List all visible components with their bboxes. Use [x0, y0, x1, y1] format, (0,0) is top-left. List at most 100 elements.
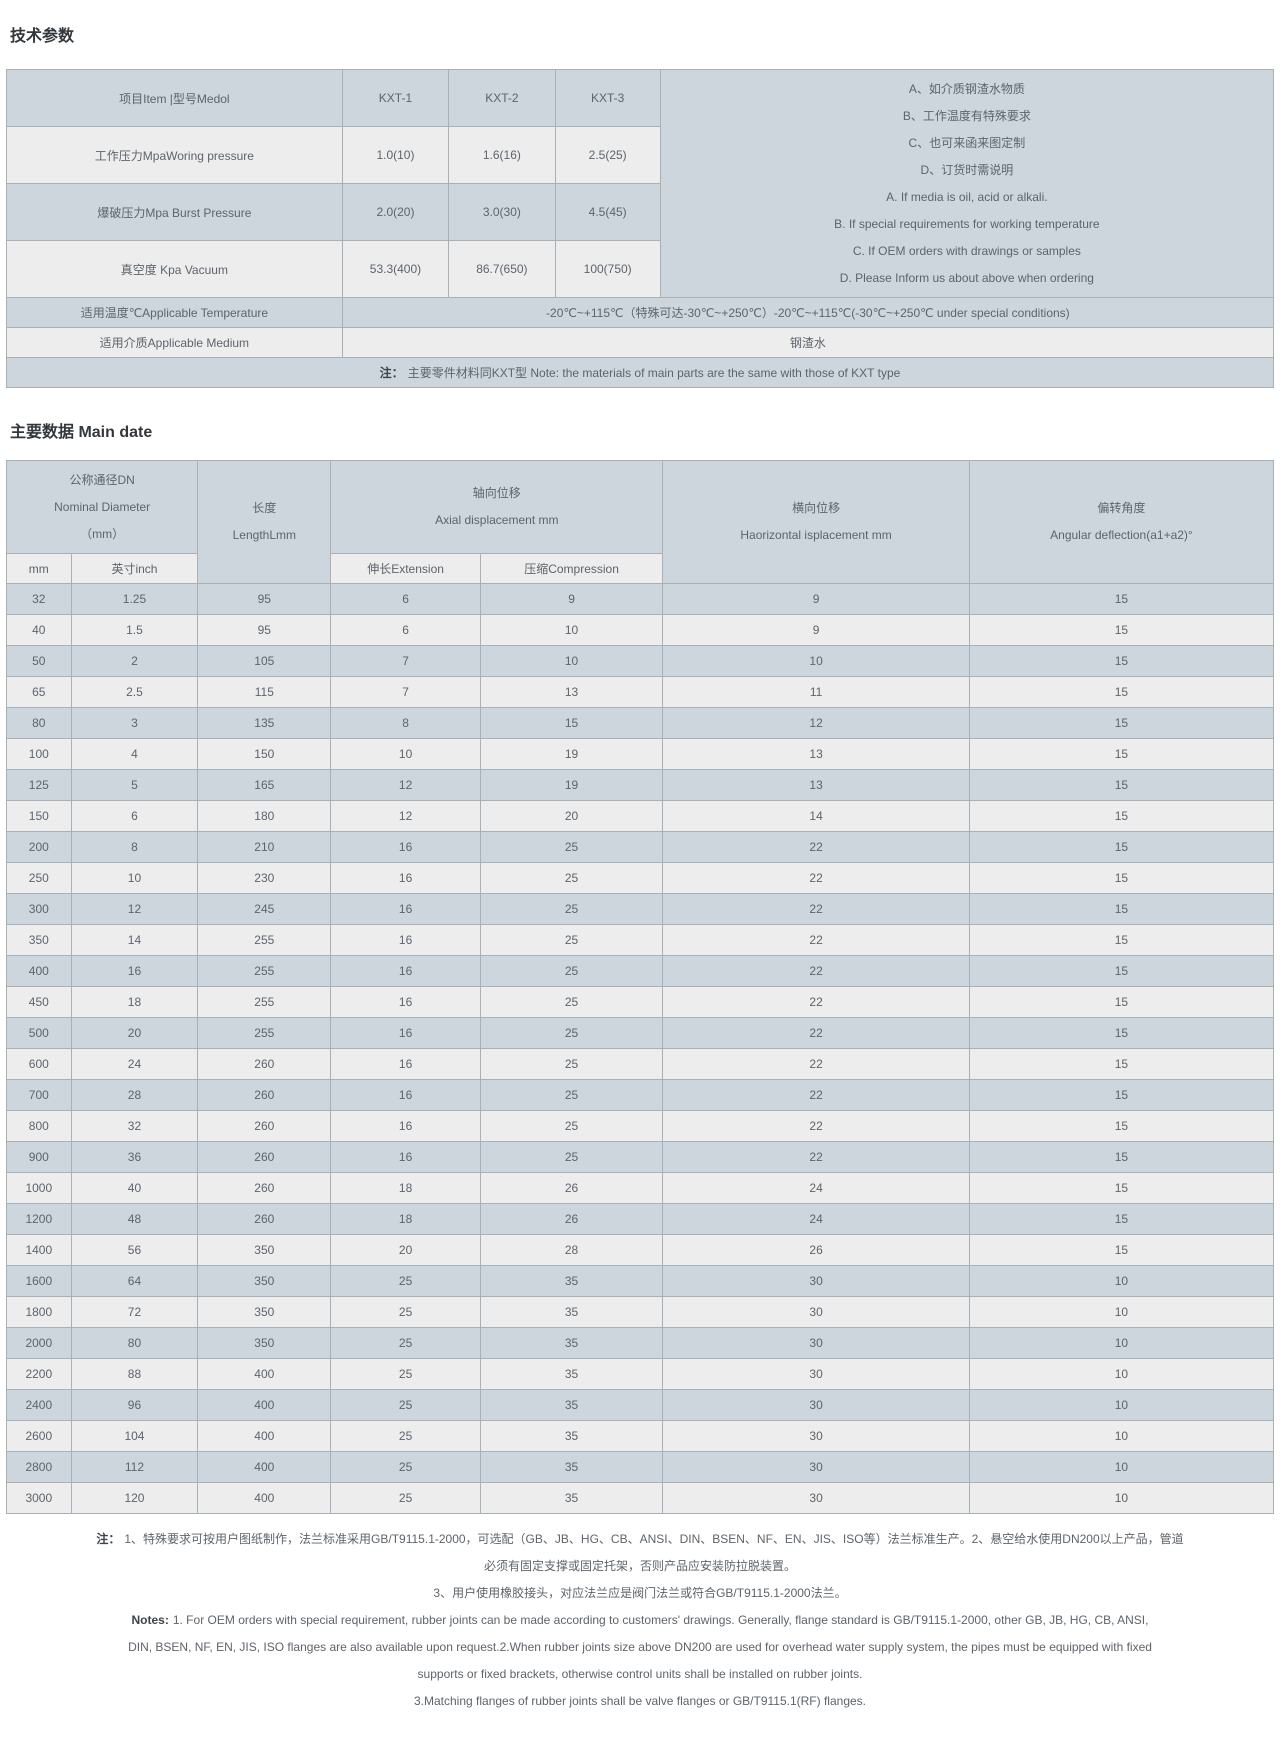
burst-pressure-kxt-3: 4.5(45) [554, 183, 661, 241]
data-cell: 15 [968, 769, 1275, 801]
ordering-remarks-cell: A、如介质钢渣水物质 B、工作温度有特殊要求 C、也可来函来图定制 D、订货时需… [659, 69, 1275, 298]
data-cell: 22 [662, 1110, 970, 1142]
data-row-dn-1200: 1200 48 260 18 26 24 15 [6, 1203, 1275, 1235]
data-cell: 19 [479, 738, 664, 770]
footnote-line-cn-3: 3、用户使用橡胶接头，对应法兰应是阀门法兰或符合GB/T9115.1-2000法… [433, 1586, 847, 1600]
data-cell: 28 [479, 1234, 664, 1266]
vacuum-label: 真空度 Kpa Vacuum [6, 240, 343, 298]
data-cell: 15 [968, 1203, 1275, 1235]
data-cell: 1000 [6, 1172, 72, 1204]
data-cell: 104 [70, 1420, 199, 1452]
data-cell: 15 [968, 862, 1275, 894]
remark-line: C、也可来函来图定制 [908, 135, 1026, 150]
data-row-dn-700: 700 28 260 16 25 22 15 [6, 1079, 1275, 1111]
data-cell: 135 [197, 707, 332, 739]
data-cell: 25 [479, 986, 664, 1018]
data-row-dn-1800: 1800 72 350 25 35 30 10 [6, 1296, 1275, 1328]
data-cell: 10 [662, 645, 970, 677]
footnote-line-en-1: Notes: 1. For OEM orders with special req… [6, 1607, 1274, 1634]
subheader-inch: 英寸inch [70, 553, 199, 584]
col-header-line: Angular deflection(a1+a2)° [1050, 528, 1193, 542]
data-cell: 350 [197, 1265, 332, 1297]
data-cell: 700 [6, 1079, 72, 1111]
data-cell: 10 [968, 1482, 1275, 1514]
data-cell: 16 [330, 862, 481, 894]
data-cell: 2800 [6, 1451, 72, 1483]
data-cell: 26 [479, 1203, 664, 1235]
data-cell: 22 [662, 1079, 970, 1111]
data-row-dn-65: 65 2.5 115 7 13 11 15 [6, 676, 1275, 708]
data-cell: 260 [197, 1110, 332, 1142]
data-cell: 15 [968, 1141, 1275, 1173]
applicable-temperature-value: -20℃~+115℃（特殊可达-30℃~+250℃）-20℃~+115℃(-30… [341, 297, 1275, 328]
data-cell: 25 [330, 1482, 481, 1514]
data-cell: 100 [6, 738, 72, 770]
data-cell: 50 [6, 645, 72, 677]
data-cell: 900 [6, 1141, 72, 1173]
data-cell: 150 [197, 738, 332, 770]
data-cell: 14 [70, 924, 199, 956]
data-cell: 15 [968, 800, 1275, 832]
data-cell: 24 [662, 1203, 970, 1235]
data-row-dn-1000: 1000 40 260 18 26 24 15 [6, 1172, 1275, 1204]
applicable-medium-row: 适用介质Applicable Medium 钢渣水 [6, 327, 1275, 358]
data-cell: 350 [6, 924, 72, 956]
data-cell: 3 [70, 707, 199, 739]
data-cell: 2.5 [70, 676, 199, 708]
data-cell: 15 [968, 583, 1275, 615]
col-header-angular-deflection: 偏转角度 Angular deflection(a1+a2)° [968, 460, 1275, 584]
footnote-en-prefix: Notes: [131, 1613, 169, 1627]
applicable-medium-label: 适用介质Applicable Medium [6, 327, 343, 358]
data-cell: 15 [968, 986, 1275, 1018]
main-table-head: 公称通径DN Nominal Diameter （mm） 长度 LengthLm… [5, 460, 1275, 584]
tech-note-text: 主要零件材料同KXT型 Note: the materials of main … [407, 366, 901, 380]
data-cell: 120 [70, 1482, 199, 1514]
data-cell: 260 [197, 1141, 332, 1173]
col-header-line: 长度 [252, 501, 277, 515]
col-header-line: 轴向位移 [472, 486, 521, 500]
data-row-dn-40: 40 1.5 95 6 10 9 15 [6, 614, 1275, 646]
data-cell: 180 [197, 800, 332, 832]
data-cell: 15 [968, 955, 1275, 987]
data-cell: 35 [479, 1296, 664, 1328]
data-cell: 25 [479, 893, 664, 925]
data-cell: 450 [6, 986, 72, 1018]
tech-header-kxt-1: KXT-1 [341, 69, 450, 127]
remark-line: B、工作温度有特殊要求 [902, 108, 1031, 123]
data-row-dn-250: 250 10 230 16 25 22 15 [6, 862, 1275, 894]
data-cell: 16 [330, 986, 481, 1018]
data-cell: 9 [662, 583, 970, 615]
data-cell: 6 [70, 800, 199, 832]
data-row-dn-32: 32 1.25 95 6 9 9 15 [6, 583, 1275, 615]
footnote-line-cn-2: 必须有固定支撑或固定托架，否则产品应安装防拉脱装置。 [483, 1559, 796, 1573]
data-row-dn-450: 450 18 255 16 25 22 15 [6, 986, 1275, 1018]
data-cell: 2600 [6, 1420, 72, 1452]
data-cell: 30 [662, 1482, 970, 1514]
data-cell: 19 [479, 769, 664, 801]
data-cell: 72 [70, 1296, 199, 1328]
data-cell: 95 [197, 583, 332, 615]
data-cell: 12 [662, 707, 970, 739]
data-cell: 40 [70, 1172, 199, 1204]
data-cell: 15 [968, 1017, 1275, 1049]
data-cell: 112 [70, 1451, 199, 1483]
data-cell: 1800 [6, 1296, 72, 1328]
data-cell: 15 [968, 645, 1275, 677]
data-cell: 10 [479, 614, 664, 646]
data-cell: 255 [197, 924, 332, 956]
data-row-dn-3000: 3000 120 400 25 35 30 10 [6, 1482, 1275, 1514]
data-cell: 1.25 [70, 583, 199, 615]
data-row-dn-2000: 2000 80 350 25 35 30 10 [6, 1327, 1275, 1359]
data-cell: 260 [197, 1048, 332, 1080]
data-cell: 25 [479, 1141, 664, 1173]
data-cell: 20 [70, 1017, 199, 1049]
data-cell: 20 [479, 800, 664, 832]
data-cell: 260 [197, 1203, 332, 1235]
data-cell: 22 [662, 862, 970, 894]
data-row-dn-600: 600 24 260 16 25 22 15 [6, 1048, 1275, 1080]
data-cell: 400 [197, 1420, 332, 1452]
data-cell: 10 [968, 1358, 1275, 1390]
footnote-text: 1. For OEM orders with special requireme… [172, 1613, 1149, 1627]
data-row-dn-1400: 1400 56 350 20 28 26 15 [6, 1234, 1275, 1266]
data-cell: 25 [479, 1110, 664, 1142]
